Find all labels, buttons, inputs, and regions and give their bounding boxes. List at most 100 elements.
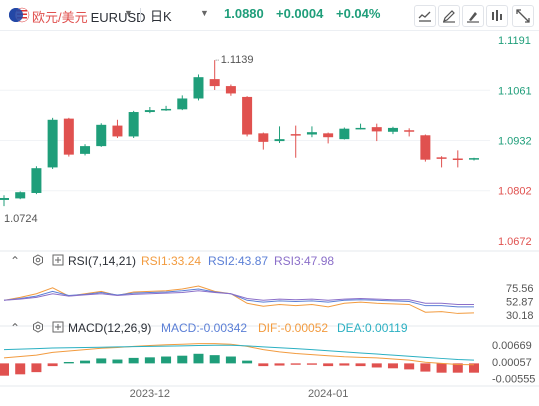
macd-histogram-bar (339, 363, 350, 366)
macd-histogram-bar (387, 363, 398, 369)
candle-body (404, 130, 415, 132)
fullscreen-button[interactable] (512, 5, 534, 27)
settings-icon[interactable] (32, 254, 44, 269)
macd-histogram-bar (436, 363, 447, 373)
candle-body (242, 96, 253, 135)
collapse-chevron-icon[interactable]: ⌃ (10, 254, 21, 268)
candle-body (306, 132, 317, 135)
candle-body (225, 86, 236, 94)
candle-body (15, 192, 26, 199)
candle-body (469, 158, 479, 160)
pair-name: 欧元/美元 (32, 10, 88, 25)
rsi3-line (3, 290, 474, 305)
period-selector[interactable]: 日K (150, 9, 172, 24)
candle-body (452, 158, 463, 161)
macd-tick-label: -0.00555 (492, 374, 535, 386)
candle-body (161, 108, 172, 111)
symbol-dropdown-icon[interactable]: ▼ (124, 8, 133, 18)
macd-histogram-bar (225, 356, 236, 364)
candle-body (47, 119, 58, 168)
pair-code: EURUSD (90, 10, 146, 25)
macd-tick-label: 0.00669 (492, 340, 532, 352)
expand-icon (516, 9, 530, 23)
macd-histogram-bar (96, 358, 107, 364)
rsi-label: RSI(7,14,21) (68, 254, 137, 268)
drawing-button[interactable] (438, 5, 460, 27)
macd-histogram-bar (323, 363, 334, 367)
expand-panel-icon[interactable] (52, 254, 64, 269)
macd-histogram-bar (80, 360, 91, 364)
line-chart-icon (418, 11, 431, 22)
macd-panel: 0.00669 0.00057 -0.00555 (0, 340, 535, 386)
price-change: +0.0004 (276, 6, 324, 21)
candle-body (323, 133, 334, 138)
dea-value: DEA:0.00119 (337, 321, 408, 335)
drawing-icon (443, 10, 455, 23)
divider (140, 8, 141, 22)
macd-histogram-bar (112, 359, 123, 364)
candle-body (274, 139, 285, 142)
candle-body (193, 77, 204, 99)
dif-value: DIF:-0.00052 (258, 321, 329, 335)
rsi-tick-label: 52.87 (506, 297, 534, 309)
macd-tick-label: 0.00057 (492, 357, 532, 369)
low-price-label: 1.0724 (4, 213, 38, 225)
price-change-percent: +0.04% (336, 6, 381, 21)
time-axis-label: 2024-01 (308, 388, 348, 400)
settings-icon[interactable] (32, 321, 44, 336)
last-price: 1.0880 (224, 6, 264, 21)
rsi-tick-label: 75.56 (506, 283, 534, 295)
expand-panel-icon[interactable] (52, 321, 64, 336)
candle-body (80, 146, 91, 154)
price-tick-label: 1.0672 (498, 236, 532, 248)
macd-histogram-bar (193, 353, 204, 364)
macd-histogram-bar (404, 363, 415, 370)
price-tick-label: 1.1191 (498, 35, 531, 47)
macd-histogram-bar (290, 363, 301, 365)
macd-histogram-bar (274, 363, 285, 366)
candle-body (31, 168, 42, 193)
macd-histogram-bar (144, 357, 155, 364)
indicator-button[interactable] (486, 5, 508, 27)
candle-body (0, 198, 9, 200)
candle-body (128, 112, 139, 137)
dea-line (3, 344, 475, 361)
candle-body (209, 79, 220, 87)
macd-histogram-bar (452, 363, 463, 373)
macd-header: ⌃ MACD(12,26,9) MACD:-0.00342 DIF:-0.000… (0, 319, 539, 337)
rsi2-value: RSI2:43.87 (208, 254, 269, 268)
macd-histogram-bar (31, 363, 42, 373)
draw-tool-icon (467, 12, 479, 23)
macd-histogram-bar (242, 360, 253, 364)
candle-body (63, 118, 74, 155)
candle-body (258, 133, 269, 142)
price-tick-label: 1.1061 (498, 85, 532, 97)
period-dropdown-icon[interactable]: ▼ (200, 8, 209, 18)
dif-line (3, 343, 475, 366)
macd-histogram-bar (420, 363, 431, 372)
macd-histogram-bar (161, 356, 172, 364)
symbol-selector[interactable]: 欧元/美元 EURUSD (32, 7, 146, 26)
candle-body (96, 124, 107, 147)
candle-body (290, 134, 301, 136)
chart-grid (0, 89, 539, 387)
line-chart-button[interactable] (414, 5, 436, 27)
macd-histogram-bar (306, 363, 317, 365)
candle-body (436, 157, 447, 159)
macd-histogram-bar (469, 363, 479, 373)
candle-body (144, 110, 155, 113)
high-price-label: 1.1139 (221, 54, 254, 66)
rsi1-value: RSI1:33.24 (141, 254, 202, 268)
macd-value: MACD:-0.00342 (161, 321, 248, 335)
draw-tool-button[interactable] (462, 5, 484, 27)
candle-body (387, 127, 398, 132)
collapse-chevron-icon[interactable]: ⌃ (10, 321, 21, 335)
macd-histogram-bar (0, 363, 9, 376)
eu-us-flag-icon (9, 7, 30, 23)
macd-histogram-bar (355, 363, 366, 367)
candle-body (177, 98, 188, 110)
macd-label: MACD(12,26,9) (68, 321, 152, 335)
macd-histogram-bar (128, 357, 139, 364)
candlestick-chart[interactable]: 1.1191 1.1061 1.0932 1.0802 1.0672 1.1139 1.… (0, 30, 539, 406)
top-bar: 欧元/美元 EURUSD ▼ 日K ▼ 1.0880 +0.0004 +0.04% (0, 0, 539, 31)
